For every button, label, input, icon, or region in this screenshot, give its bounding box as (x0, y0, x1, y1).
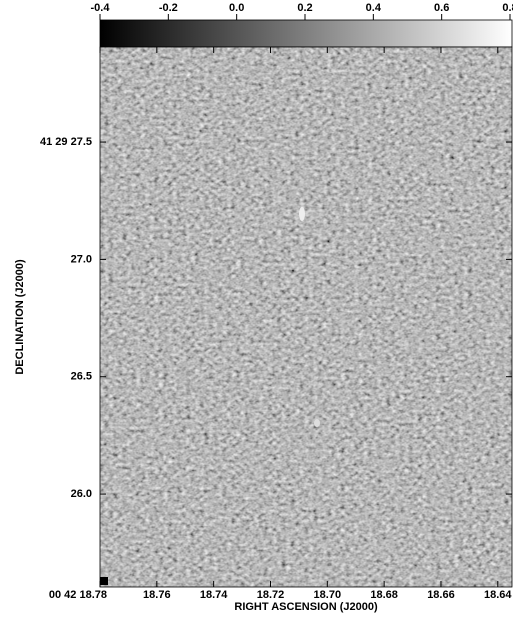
colorbar-tick-label: 0.6 (434, 2, 449, 14)
colorbar-tick-label: 0.0 (229, 2, 244, 14)
y-tick-label: 41 29 27.5 (40, 136, 92, 148)
x-tick-label: 18.74 (200, 589, 228, 601)
colorbar-tick-label: 0.4 (366, 2, 382, 14)
colorbar (99, 19, 513, 48)
source (299, 207, 305, 221)
x-axis-label: RIGHT ASCENSION (J2000) (234, 601, 378, 613)
y-axis-label: DECLINATION (J2000) (14, 259, 26, 375)
x-tick-label: 18.68 (370, 589, 398, 601)
colorbar-tick-label: 0.2 (297, 2, 312, 14)
x-tick-label: 18.66 (427, 589, 455, 601)
source (314, 419, 320, 427)
beam (100, 577, 108, 585)
x-tick-label: 18.76 (143, 589, 171, 601)
x-tick-label: 18.72 (257, 589, 285, 601)
x-tick-label: 18.64 (484, 589, 512, 601)
colorbar-tick-label: 0.8 (502, 2, 513, 14)
x-tick-label: 00 42 18.78 (49, 589, 107, 601)
colorbar-tick-label: -0.2 (159, 2, 178, 14)
y-tick-label: 26.0 (71, 488, 92, 500)
colorbar-tick-label: -0.4 (91, 2, 111, 14)
frame (99, 46, 513, 588)
y-tick-label: 27.0 (71, 253, 92, 265)
x-tick-label: 18.70 (314, 589, 342, 601)
y-tick-label: 26.5 (71, 371, 92, 383)
image (100, 47, 512, 587)
